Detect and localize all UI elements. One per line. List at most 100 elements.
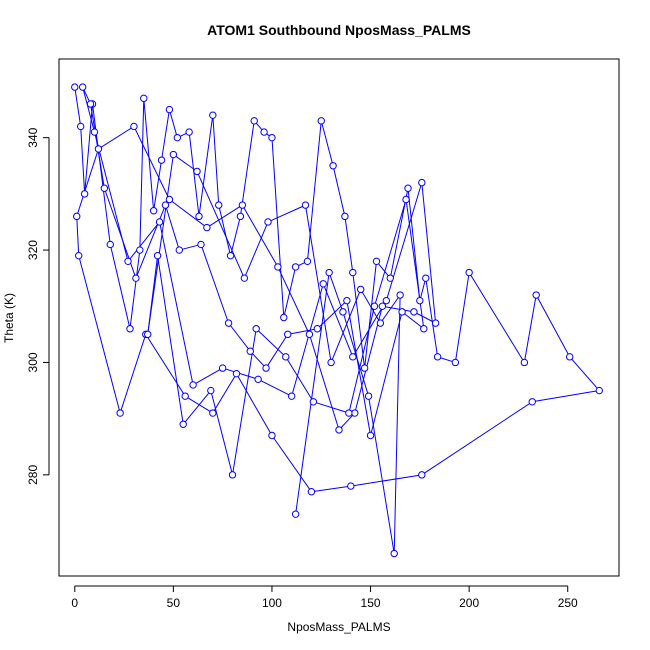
data-point — [327, 358, 335, 367]
data-point — [284, 330, 292, 339]
data-point — [301, 201, 310, 209]
series-0-segment — [249, 350, 267, 369]
data-point — [126, 325, 134, 333]
series-0-segment — [143, 98, 155, 211]
series-0-segment — [360, 289, 381, 324]
data-point — [238, 201, 247, 209]
data-point — [390, 549, 398, 558]
y-tick-label: 300 — [26, 352, 40, 372]
data-point — [262, 364, 270, 372]
series-0-segment — [257, 378, 292, 397]
series-0-segment — [98, 126, 135, 150]
data-point — [378, 302, 387, 310]
data-point — [418, 471, 426, 479]
series-0-segment — [267, 204, 306, 223]
data-point — [252, 325, 260, 333]
data-point — [106, 240, 114, 249]
data-point — [116, 409, 124, 417]
data-point — [329, 162, 337, 170]
data-point — [71, 83, 79, 91]
data-point — [366, 431, 375, 440]
data-point — [228, 471, 237, 479]
series-0-segment — [230, 216, 241, 256]
series-0-segment — [271, 137, 285, 318]
data-point — [528, 398, 536, 406]
series-0-segment — [413, 311, 436, 324]
series-0-segment — [454, 272, 470, 363]
data-point — [250, 117, 258, 125]
data-point — [347, 482, 355, 490]
data-point — [236, 212, 245, 221]
data-point — [240, 274, 249, 282]
series-0-segment — [153, 160, 163, 211]
data-point — [317, 117, 325, 125]
series-0-segment — [198, 115, 214, 217]
series-0-segment — [78, 255, 121, 414]
series-0-segment — [374, 199, 407, 307]
series-0-segment — [405, 199, 425, 329]
data-layer — [71, 83, 603, 558]
series-0-segment — [236, 373, 273, 436]
series-0-segment — [182, 390, 212, 425]
series-0-segment — [135, 204, 166, 279]
data-point — [173, 133, 182, 142]
data-point — [309, 398, 318, 406]
x-tick-label: 0 — [71, 596, 78, 610]
series-0-segment — [348, 306, 375, 414]
series-0-segment — [145, 334, 186, 397]
series-0-segment — [169, 199, 208, 228]
series-0-segment — [295, 272, 330, 515]
series-0-segment — [382, 305, 415, 313]
data-point — [215, 201, 223, 209]
data-point — [149, 207, 158, 215]
data-point — [94, 145, 103, 153]
series-0-segment — [243, 221, 269, 279]
data-point — [136, 246, 144, 254]
data-point — [165, 105, 174, 114]
data-point — [433, 353, 442, 361]
series-0-segment — [346, 300, 372, 436]
series-0-segment — [304, 205, 332, 363]
x-tick-label: 200 — [459, 596, 479, 610]
data-point — [264, 218, 272, 226]
data-point — [274, 263, 282, 271]
y-axis-label: Theta (K) — [2, 293, 16, 343]
data-point — [90, 128, 99, 136]
chart-title: ATOM1 Southbound NposMass_PALMS — [207, 22, 471, 38]
x-tick-label: 250 — [558, 596, 578, 610]
series-0-segment — [109, 244, 131, 329]
data-point — [420, 325, 428, 333]
y-tick-label: 340 — [26, 127, 40, 147]
series-0-segment — [76, 216, 80, 256]
series-0-segment — [196, 171, 245, 279]
series-0-segment — [168, 109, 178, 138]
data-point — [195, 212, 203, 221]
y-tick-label: 280 — [26, 465, 40, 485]
plot-frame — [58, 58, 620, 577]
data-point — [86, 100, 95, 108]
data-point — [78, 83, 87, 91]
data-point — [76, 122, 85, 131]
data-point — [291, 263, 300, 271]
data-point — [349, 268, 357, 277]
data-point — [207, 386, 215, 395]
data-point — [153, 251, 162, 260]
series-0-segment — [419, 278, 427, 301]
data-point — [341, 212, 349, 221]
series-0-segment — [82, 86, 95, 133]
series-0-segment — [364, 261, 377, 369]
data-point — [161, 201, 170, 209]
data-point — [75, 251, 83, 260]
data-point — [218, 364, 227, 372]
data-point — [431, 319, 440, 327]
series-0-segment — [76, 148, 99, 217]
data-point — [349, 353, 357, 361]
series-0-segment — [350, 474, 422, 487]
data-point — [232, 369, 241, 378]
data-point — [203, 223, 211, 232]
data-point — [185, 128, 193, 136]
data-point — [416, 296, 424, 305]
series-0-segment — [212, 115, 220, 206]
series-0-segment — [255, 328, 287, 358]
series-0-segment — [206, 204, 243, 229]
